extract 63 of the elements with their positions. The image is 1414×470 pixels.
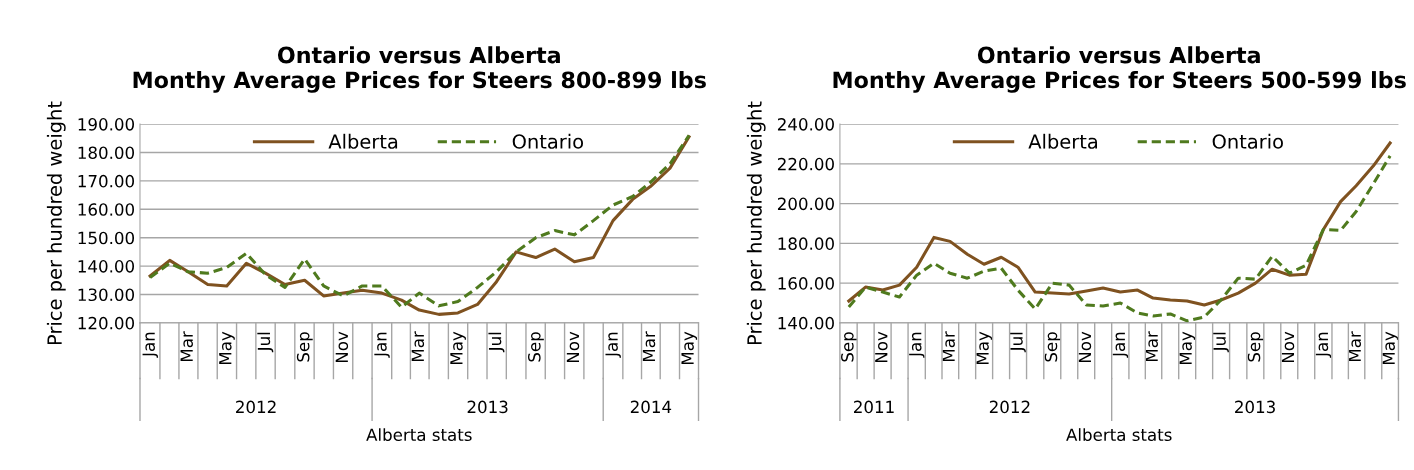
text: Alberta stats — [1066, 428, 1172, 442]
y-tick-label: 170.00 — [78, 174, 135, 188]
x-tick-label: Mar — [180, 331, 193, 362]
x-tick-label: Jan — [1112, 332, 1129, 358]
x-tick-label: May — [450, 331, 466, 365]
x-tick-label: Jan — [909, 332, 925, 358]
x-tick-label: Nov — [1281, 331, 1295, 363]
legend-label: Ontario — [1212, 133, 1283, 149]
x-tick-label: May — [976, 331, 993, 365]
legend-label: Ontario — [512, 133, 584, 149]
x-tick-label: Mar — [642, 331, 656, 362]
x-tick-label: Sep — [1247, 332, 1264, 362]
text: Alberta stats — [366, 428, 472, 442]
text: 2014 — [630, 400, 672, 414]
y-tick-label: 180.00 — [778, 237, 834, 250]
x-tick-label: Jul — [488, 332, 505, 353]
y-tick-label: 180.00 — [78, 146, 135, 160]
x-tick-label: May — [681, 331, 698, 365]
text: 2013 — [467, 400, 508, 414]
y-tick-label: 240.00 — [777, 118, 834, 131]
y-tick-label: 120.00 — [78, 316, 135, 330]
y-tick-label: 140.00 — [78, 260, 135, 273]
x-tick-label: Sep — [528, 332, 544, 362]
x-tick-label: Jan — [1315, 332, 1332, 358]
chart-title: Ontario versus Alberta Monthy Average Prices for Steers 800-899 lbs — [133, 46, 706, 93]
x-tick-label: Nov — [335, 331, 349, 363]
x-tick-label: Sep — [1044, 332, 1061, 362]
x-tick-label: Sep — [841, 332, 857, 362]
x-tick-label: Mar — [1348, 331, 1361, 362]
x-tick-label: Mar — [1145, 331, 1158, 362]
x-tick-label: Mar — [942, 331, 955, 362]
y-tick-label: 150.00 — [78, 231, 135, 245]
legend-label: Alberta — [1028, 133, 1098, 149]
text: 2011 — [854, 400, 894, 414]
y-tick-label: 130.00 — [78, 288, 135, 302]
x-tick-label: May — [219, 331, 235, 365]
x-tick-label: Jul — [257, 332, 274, 353]
x-tick-label: Jan — [374, 332, 390, 358]
y-tick-label: 200.00 — [777, 197, 834, 211]
legend-label: Alberta — [328, 133, 398, 149]
y-tick-label: 160.00 — [778, 277, 834, 290]
y-axis-title: Price per hundred weight — [46, 101, 66, 345]
text: 2013 — [1235, 400, 1275, 414]
y-tick-label: 220.00 — [777, 157, 834, 171]
x-tick-label: May — [1179, 331, 1196, 365]
x-tick-label: Nov — [1078, 331, 1092, 363]
y-tick-label: 140.00 — [778, 316, 834, 330]
line-series — [847, 154, 1392, 323]
x-tick-label: Nov — [875, 331, 888, 363]
text: 2012 — [989, 400, 1030, 414]
x-tick-label: Jul — [1212, 332, 1229, 353]
y-tick-label: 190.00 — [78, 118, 135, 131]
y-tick-label: 160.00 — [78, 203, 135, 216]
x-tick-label: Jul — [1009, 332, 1026, 353]
chart-title: Ontario versus Alberta Monthy Average Prices for Steers 500-599 lbs — [833, 46, 1406, 93]
x-tick-label: Mar — [411, 331, 425, 362]
x-tick-label: May — [1382, 331, 1399, 365]
x-tick-label: Jan — [142, 332, 159, 358]
x-tick-label: Sep — [296, 332, 313, 362]
x-tick-label: Nov — [566, 331, 580, 363]
text: 2012 — [236, 400, 276, 414]
x-tick-label: Jan — [605, 332, 621, 358]
y-axis-title: Price per hundred weight — [746, 101, 766, 345]
